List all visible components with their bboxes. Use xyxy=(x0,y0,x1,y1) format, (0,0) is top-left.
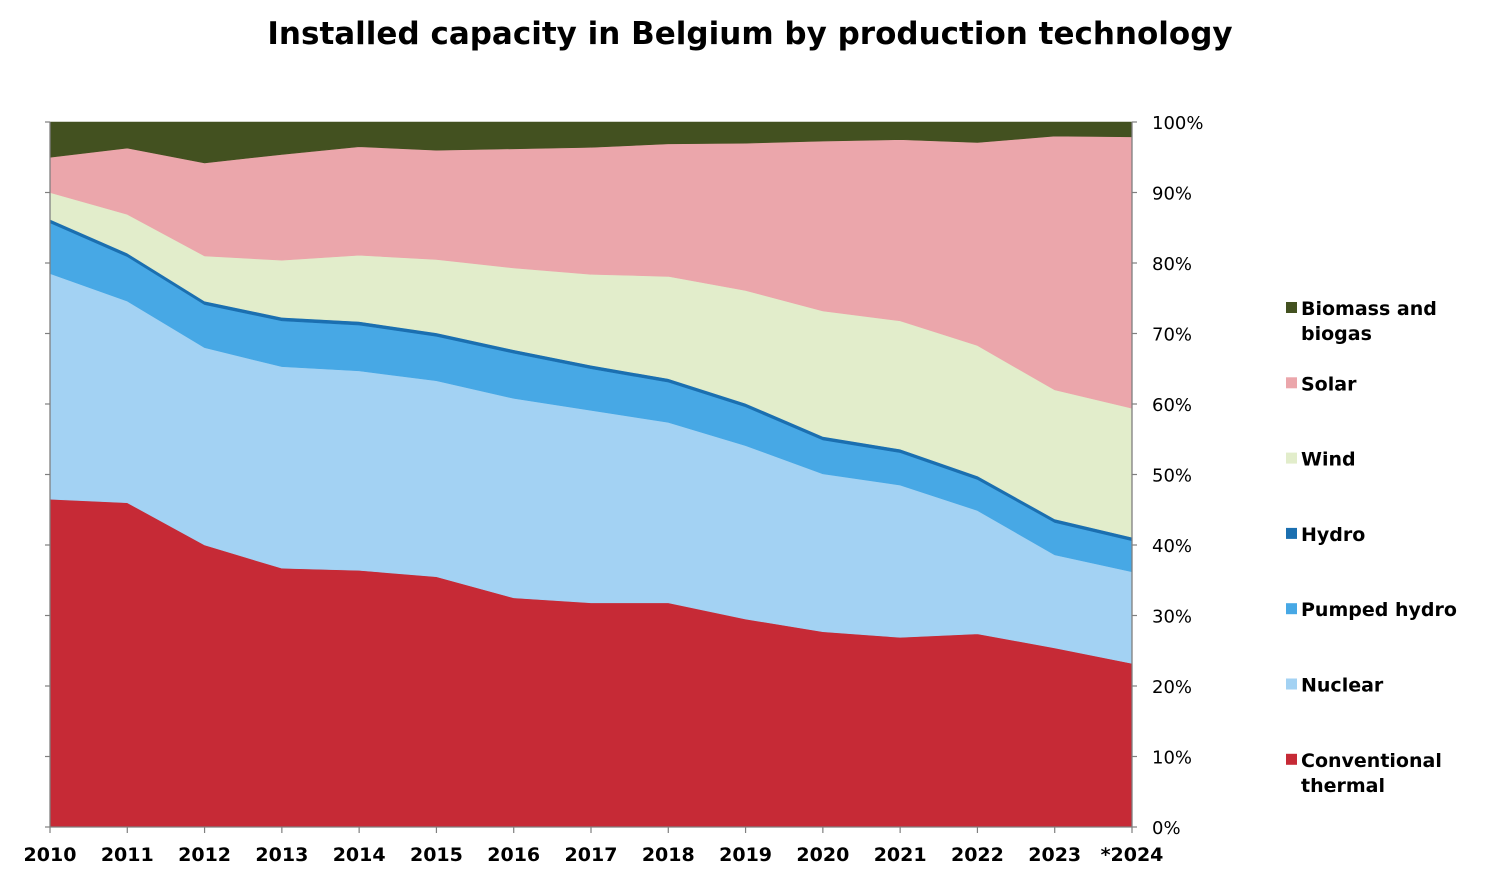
x-tick-label: 2013 xyxy=(255,844,308,866)
y-tick-label: 10% xyxy=(1152,748,1192,769)
legend-label: Biomass and xyxy=(1301,298,1437,320)
legend-swatch xyxy=(1286,603,1297,615)
x-tick-label: 2023 xyxy=(1028,844,1081,866)
legend-item-conventional-thermal: Conventional thermal xyxy=(1286,750,1442,797)
legend-swatch xyxy=(1286,302,1297,313)
legend-label: Solar xyxy=(1301,373,1357,395)
y-axis-ticks: 0% 10% 20% 30% 40% 50% 60% 70% 80% 90% 100% xyxy=(45,113,1203,839)
legend-label: Hydro xyxy=(1301,524,1365,546)
chart-title: Installed capacity in Belgium by product… xyxy=(267,16,1233,52)
y-tick-label: 90% xyxy=(1152,184,1192,205)
y-tick-label: 20% xyxy=(1152,677,1192,698)
x-tick-label: 2012 xyxy=(178,844,231,866)
legend: Biomass and biogas Solar Wind Hydro Pumped hy… xyxy=(1286,298,1457,797)
legend-label: Conventional xyxy=(1301,750,1442,772)
y-tick-label: 0% xyxy=(1152,818,1181,839)
legend-label: Nuclear xyxy=(1301,675,1384,697)
x-tick-label: 2020 xyxy=(796,844,849,866)
legend-item-biomass-and-biogas: Biomass and biogas xyxy=(1286,298,1437,345)
x-tick-label: 2010 xyxy=(24,844,77,866)
y-tick-label: 70% xyxy=(1152,325,1192,346)
legend-item-solar: Solar xyxy=(1286,373,1357,395)
x-tick-label: 2018 xyxy=(642,844,695,866)
legend-swatch xyxy=(1286,452,1297,464)
legend-item-wind: Wind xyxy=(1286,449,1356,471)
legend-swatch xyxy=(1286,678,1297,690)
x-tick-label: 2016 xyxy=(487,844,540,866)
legend-item-nuclear: Nuclear xyxy=(1286,675,1384,697)
x-tick-label: 2022 xyxy=(951,844,1004,866)
legend-swatch xyxy=(1286,527,1297,539)
legend-item-pumped-hydro: Pumped hydro xyxy=(1286,599,1457,621)
y-tick-label: 60% xyxy=(1152,395,1192,416)
legend-label: Pumped hydro xyxy=(1301,599,1457,621)
y-tick-label: 30% xyxy=(1152,607,1192,628)
legend-item-hydro: Hydro xyxy=(1286,524,1365,546)
y-tick-label: 100% xyxy=(1152,113,1203,134)
x-tick-label: 2015 xyxy=(410,844,463,866)
y-tick-label: 40% xyxy=(1152,536,1192,557)
stacked-areas xyxy=(49,121,1133,828)
legend-label: Wind xyxy=(1301,449,1356,471)
x-tick-label: *2024 xyxy=(1101,844,1164,866)
x-tick-label: 2011 xyxy=(101,844,154,866)
x-tick-label: 2017 xyxy=(565,844,618,866)
legend-swatch xyxy=(1286,377,1297,389)
y-tick-label: 80% xyxy=(1152,254,1192,275)
legend-label: biogas xyxy=(1301,323,1372,345)
legend-swatch xyxy=(1286,753,1297,765)
y-tick-label: 50% xyxy=(1152,466,1192,487)
x-tick-label: 2021 xyxy=(874,844,927,866)
legend-label: thermal xyxy=(1301,775,1385,797)
x-axis-ticks: 2010 2011 2012 2013 2014 2015 2016 2017 2018 2019… xyxy=(24,827,1164,866)
x-tick-label: 2014 xyxy=(333,844,386,866)
x-tick-label: 2019 xyxy=(719,844,772,866)
